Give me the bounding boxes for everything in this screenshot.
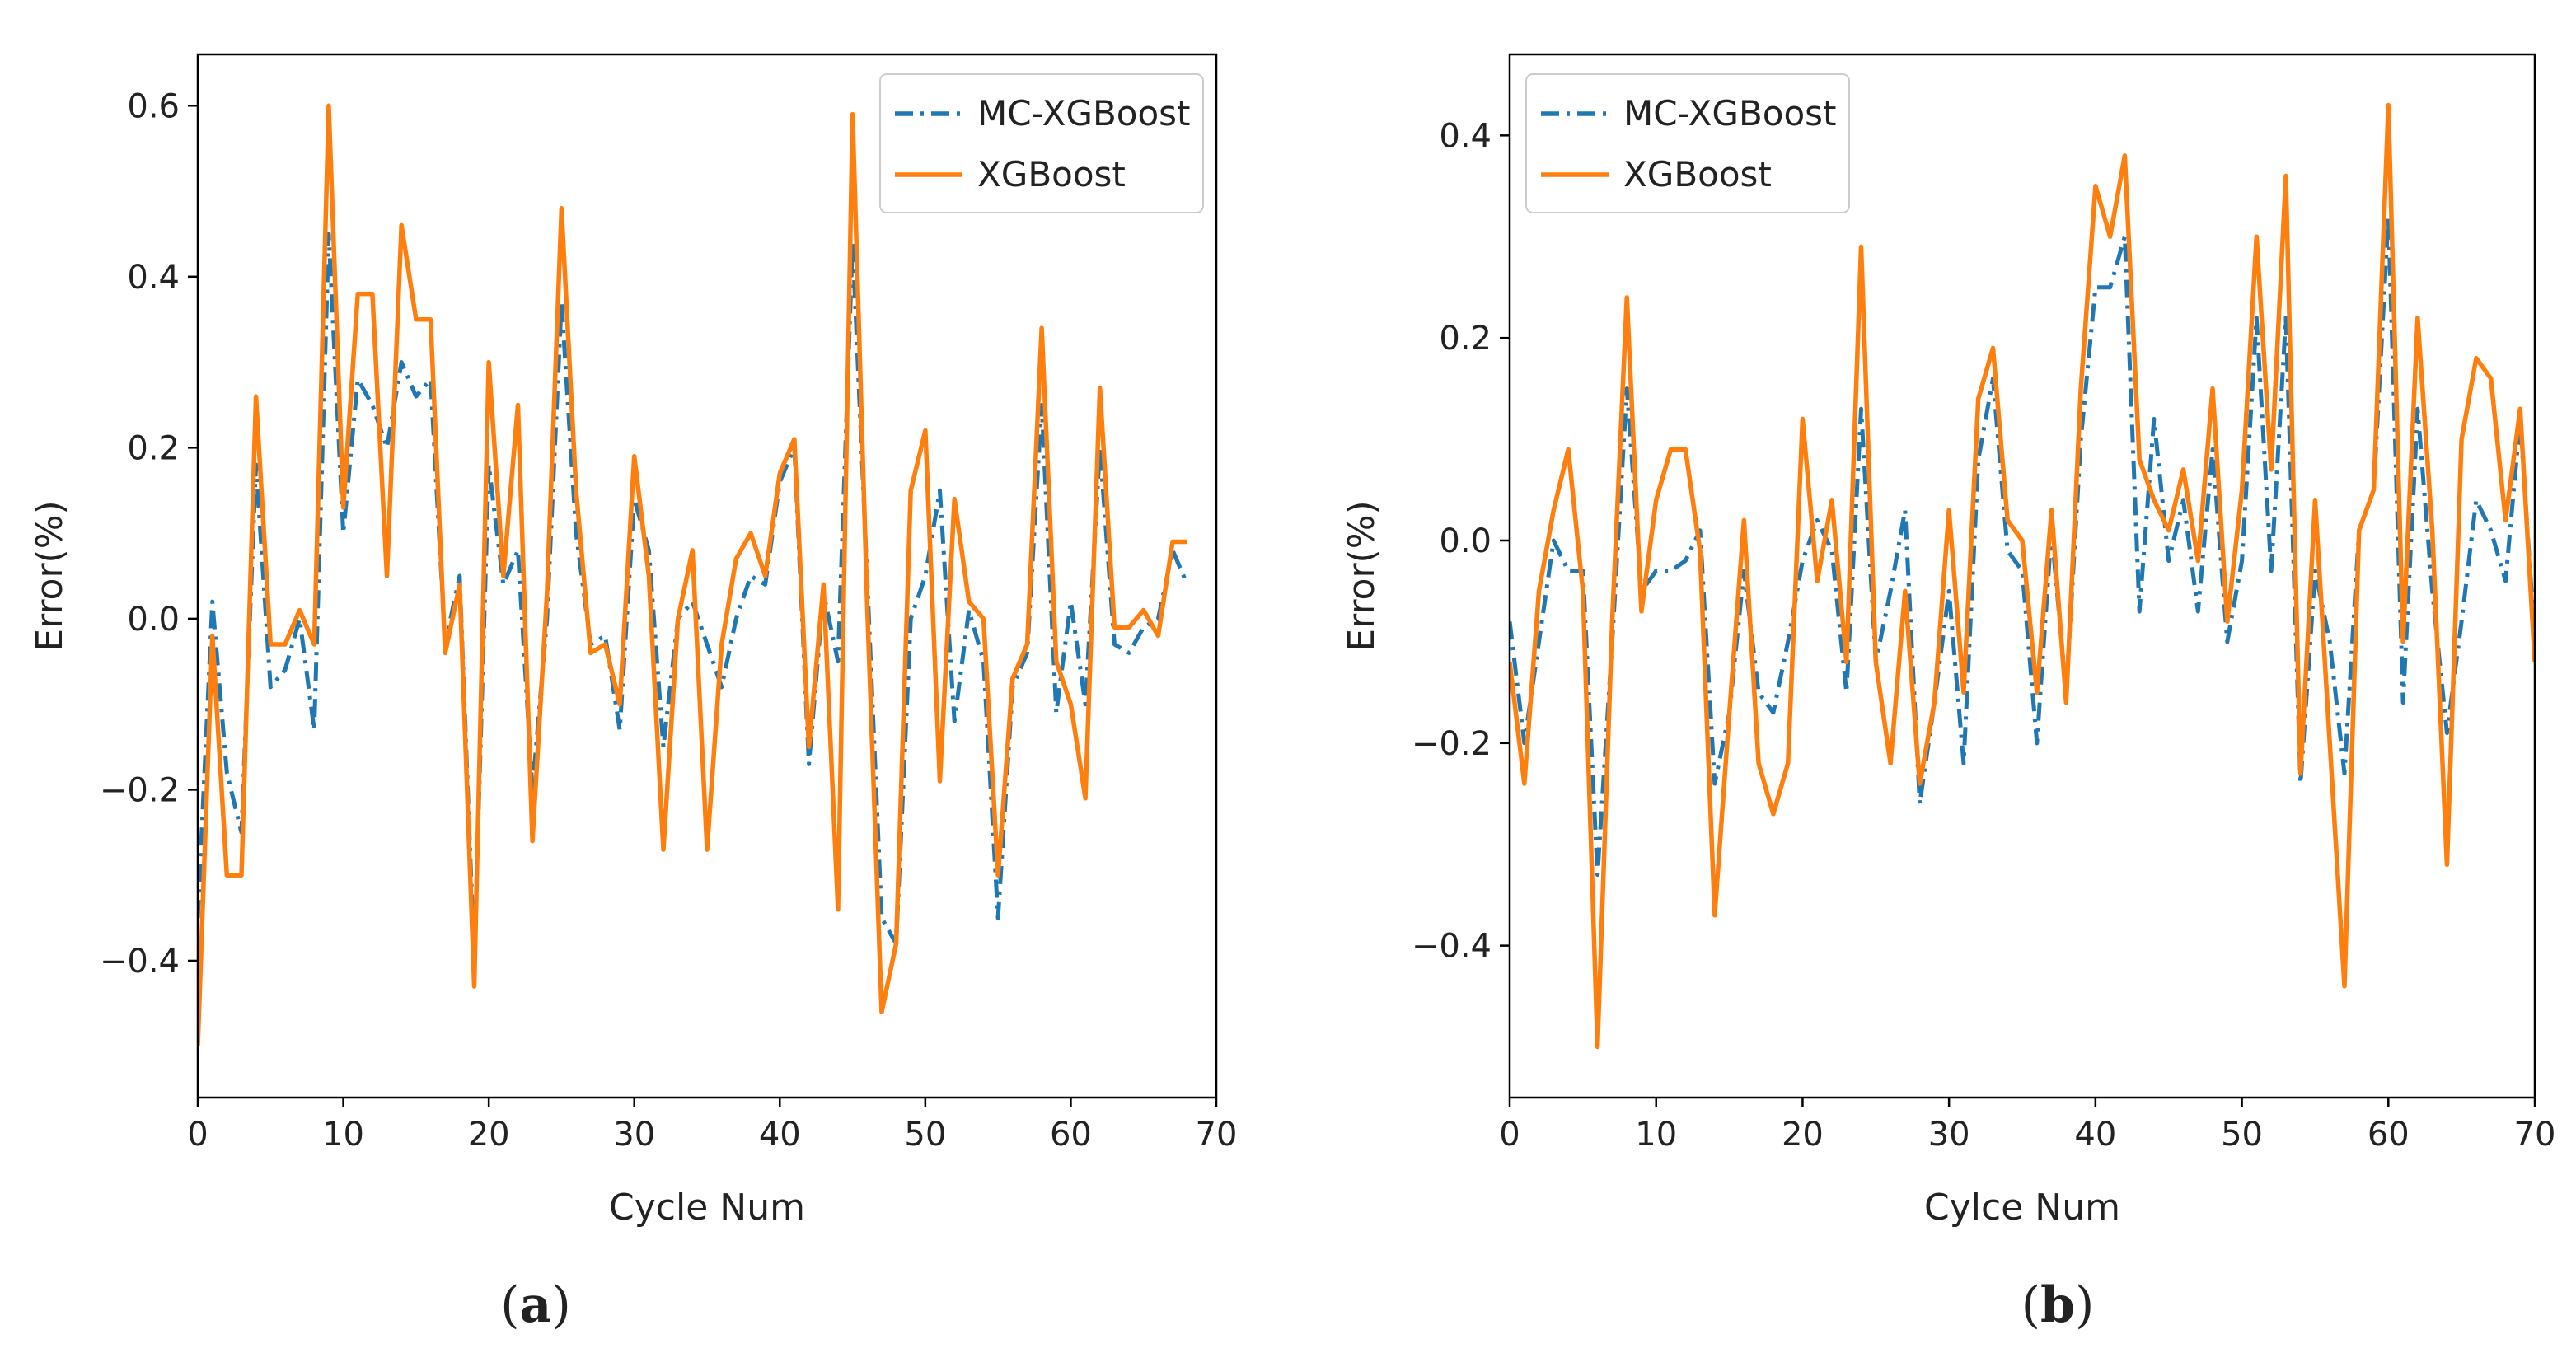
y-tick-label: −0.2 xyxy=(100,771,180,809)
x-tick-label: 70 xyxy=(1196,1116,1238,1154)
x-tick-label: 30 xyxy=(613,1116,655,1154)
panel-label: (a) xyxy=(500,1276,571,1334)
series-line-xgboost xyxy=(1510,102,2535,1050)
panel-label-letter: b xyxy=(2040,1276,2075,1334)
y-tick-label: 0.2 xyxy=(1439,320,1492,358)
legend-box xyxy=(1525,73,1850,213)
x-tick-label: 40 xyxy=(759,1116,801,1154)
x-tick-label: 60 xyxy=(1050,1116,1092,1154)
x-tick-label: 40 xyxy=(2074,1116,2116,1154)
panel-label-close-paren: ) xyxy=(2075,1276,2094,1334)
legend-label-xgboost: XGBoost xyxy=(1623,154,1772,194)
panel-label-close-paren: ) xyxy=(551,1276,570,1334)
chart-panel-b: 0 10 20 30 40 50 60 70 −0.4 −0.2 0.0 0.2 0.4 Cylce Nu… xyxy=(1341,53,2556,1334)
x-tick-label: 20 xyxy=(468,1116,510,1154)
plot-frame xyxy=(1508,53,2536,1099)
x-tick-label: 30 xyxy=(1928,1116,1970,1154)
plot-frame xyxy=(196,53,1218,1099)
x-axis-title: Cylce Num xyxy=(1924,1187,2120,1229)
y-tick-label: 0.0 xyxy=(127,601,180,639)
y-tick-label: 0.6 xyxy=(127,87,180,125)
panel-label-open-paren: ( xyxy=(2021,1276,2040,1334)
legend-label-mc-xgboost: MC-XGBoost xyxy=(1623,93,1837,133)
x-tick-label: 0 xyxy=(187,1116,208,1154)
x-tick-label: 50 xyxy=(904,1116,946,1154)
series-line-mc-xgboost xyxy=(198,232,1189,963)
x-tick-label: 0 xyxy=(1499,1116,1520,1154)
legend-label-xgboost: XGBoost xyxy=(977,154,1126,194)
y-tick-label: 0.4 xyxy=(1439,117,1492,155)
legend-box xyxy=(879,73,1204,213)
y-tick-label: −0.4 xyxy=(100,943,180,981)
y-tick-label: 0.2 xyxy=(127,429,180,467)
legend: MC-XGBoost XGBoost xyxy=(1525,73,1850,213)
y-axis-title: Error(%) xyxy=(1341,500,1383,651)
x-tick-label: 20 xyxy=(1782,1116,1824,1154)
panel-label-letter: a xyxy=(520,1276,552,1334)
x-tick-label: 10 xyxy=(1635,1116,1677,1154)
y-tick-label: −0.2 xyxy=(1412,725,1492,763)
legend-label-mc-xgboost: MC-XGBoost xyxy=(977,93,1191,133)
x-tick-label: 50 xyxy=(2221,1116,2263,1154)
chart-panel-a: 0 10 20 30 40 50 60 70 −0.4 −0.2 0.0 0.2 0.4 0.6 Cycle… xyxy=(29,53,1238,1334)
legend: MC-XGBoost XGBoost xyxy=(879,73,1204,213)
x-tick-label: 10 xyxy=(322,1116,364,1154)
y-tick-label: 0.4 xyxy=(127,259,180,297)
series-line-mc-xgboost xyxy=(1510,214,2535,878)
panel-label: (b) xyxy=(2021,1276,2095,1334)
x-tick-label: 60 xyxy=(2368,1116,2410,1154)
x-axis-title: Cycle Num xyxy=(609,1187,805,1229)
y-axis-title: Error(%) xyxy=(29,500,71,651)
y-tick-label: −0.4 xyxy=(1412,928,1492,966)
panel-label-open-paren: ( xyxy=(500,1276,519,1334)
series-line-xgboost xyxy=(198,103,1187,1046)
x-tick-label: 70 xyxy=(2514,1116,2556,1154)
y-tick-label: 0.0 xyxy=(1439,522,1492,560)
